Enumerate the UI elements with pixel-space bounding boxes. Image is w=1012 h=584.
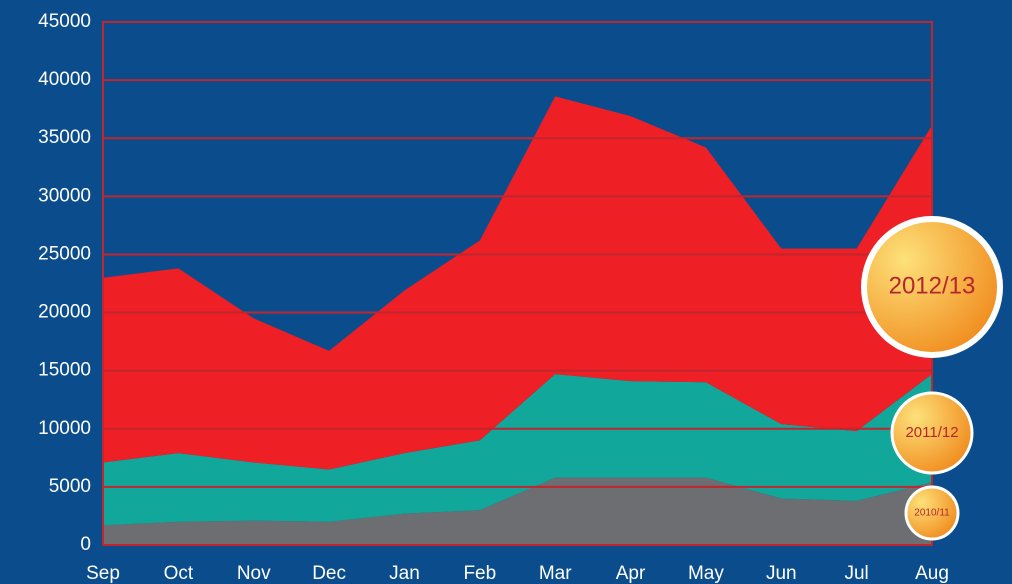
legend-marker xyxy=(890,391,974,475)
y-tick-label: 35000 xyxy=(38,127,91,148)
legend-marker xyxy=(904,485,960,541)
x-tick-label: May xyxy=(688,563,724,584)
y-tick-label: 25000 xyxy=(38,243,91,264)
area xyxy=(103,477,932,545)
y-tick-label: 20000 xyxy=(38,302,91,323)
y-tick-label: 45000 xyxy=(38,11,91,32)
x-tick-label: Apr xyxy=(616,563,646,584)
y-tick-label: 5000 xyxy=(49,476,91,497)
legend-label: 2010/11 xyxy=(914,508,950,519)
y-tick-label: 10000 xyxy=(38,418,91,439)
legend-label: 2012/13 xyxy=(889,272,976,299)
x-tick-label: Oct xyxy=(164,563,194,584)
x-tick-label: Nov xyxy=(237,563,271,584)
x-tick-label: Jun xyxy=(766,563,797,584)
legend-marker xyxy=(861,216,1003,358)
area xyxy=(103,96,932,470)
x-tick-label: Jan xyxy=(389,563,420,584)
x-tick-label: Aug xyxy=(915,563,949,584)
y-tick-label: 40000 xyxy=(38,69,91,90)
x-tick-label: Mar xyxy=(539,563,572,584)
x-tick-label: Feb xyxy=(463,563,496,584)
y-tick-label: 15000 xyxy=(38,360,91,381)
y-tick-label: 30000 xyxy=(38,185,91,206)
x-tick-label: Sep xyxy=(86,563,120,584)
x-tick-label: Dec xyxy=(312,563,346,584)
x-tick-label: Jul xyxy=(844,563,868,584)
y-tick-label: 0 xyxy=(80,534,91,555)
legend-label: 2011/12 xyxy=(905,424,958,441)
